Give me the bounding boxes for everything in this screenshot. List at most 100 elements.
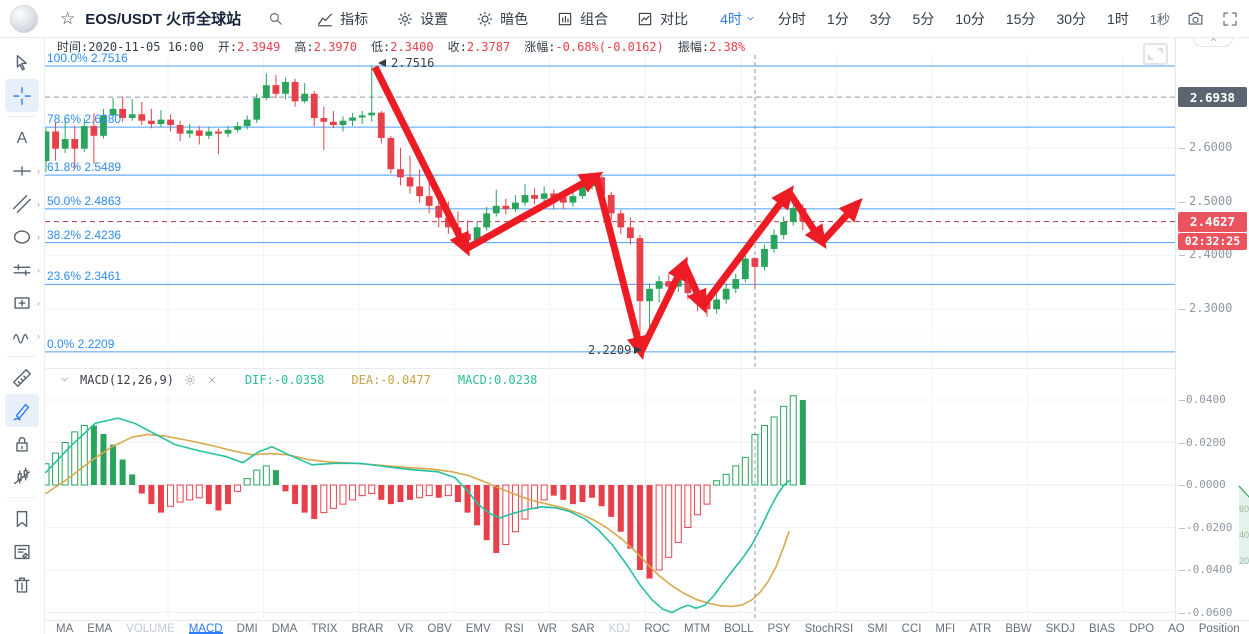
tool-note[interactable] xyxy=(5,535,39,568)
info-item: 开:2.3949 xyxy=(218,38,281,55)
price-chart[interactable]: 2.7516 2.2209 xyxy=(45,38,1175,368)
chevron-down-icon[interactable] xyxy=(58,373,71,386)
wave-tool-icon xyxy=(13,333,29,344)
indicator-tab-BOLL[interactable]: BOLL xyxy=(724,623,754,634)
period-4时[interactable]: 4时 xyxy=(720,9,757,29)
period-1分[interactable]: 1分 xyxy=(827,9,849,29)
indicator-tab-CCI[interactable]: CCI xyxy=(901,623,922,634)
drawing-toolbar: A › › › › › › xyxy=(0,38,45,634)
period-5分[interactable]: 5分 xyxy=(913,9,935,29)
tool-text[interactable]: A xyxy=(5,121,39,154)
toolbar-item-对比[interactable]: 对比 xyxy=(636,9,688,29)
period-15分[interactable]: 15分 xyxy=(1006,9,1036,29)
macd-chart[interactable] xyxy=(45,368,1175,620)
indicator-tab-DPO[interactable]: DPO xyxy=(1129,623,1155,634)
indicator-tab-PSY[interactable]: PSY xyxy=(767,623,791,634)
indicator-tab-Position[interactable]: Position xyxy=(1198,623,1240,634)
indicator-tab-TRIX[interactable]: TRIX xyxy=(311,623,338,634)
tool-candles-eraser[interactable] xyxy=(5,460,39,493)
macd-tick-label: -0.0200 xyxy=(1186,520,1233,534)
indicator-tab-EMA[interactable]: EMA xyxy=(87,623,113,634)
favorite-star-icon[interactable]: ☆ xyxy=(60,8,76,28)
indicator-tab-DMI[interactable]: DMI xyxy=(236,623,258,634)
period-1时[interactable]: 1时 xyxy=(1107,9,1129,29)
tool-ellipse[interactable]: › xyxy=(5,220,40,253)
restore-size-icon[interactable] xyxy=(1143,43,1168,65)
indicator-tab-MTM[interactable]: MTM xyxy=(683,623,711,634)
tool-horizontal-line[interactable]: › xyxy=(5,154,40,187)
toolbar-item-label: 组合 xyxy=(580,10,609,27)
tool-brush[interactable] xyxy=(5,394,39,427)
sidebar-divider xyxy=(7,356,37,357)
brush-tool-icon xyxy=(13,403,30,420)
period-10分[interactable]: 10分 xyxy=(955,9,985,29)
indicator-tab-DMA[interactable]: DMA xyxy=(271,623,298,634)
info-value: 2.3787 xyxy=(466,40,511,54)
gear-icon[interactable] xyxy=(183,373,197,387)
indicator-tab-MACD[interactable]: MACD xyxy=(188,623,223,634)
indicator-tab-AO[interactable]: AO xyxy=(1168,623,1185,634)
gear-icon xyxy=(184,374,196,385)
indicator-tab-SAR[interactable]: SAR xyxy=(570,623,595,634)
indicator-tab-WR[interactable]: WR xyxy=(537,623,557,634)
chevron-down-icon xyxy=(61,377,68,382)
indicator-tab-MFI[interactable]: MFI xyxy=(935,623,956,634)
tool-lock[interactable] xyxy=(5,427,39,460)
toolbar-item-设置[interactable]: 设置 xyxy=(396,9,448,29)
indicator-tab-SKDJ[interactable]: SKDJ xyxy=(1045,623,1075,634)
indicator-tab-StochRSI[interactable]: StochRSI xyxy=(804,623,854,634)
indicator-tab-RSI[interactable]: RSI xyxy=(504,623,524,634)
indicator-tab-SMI[interactable]: SMI xyxy=(867,623,888,634)
refresh-interval-label[interactable]: 1秒 xyxy=(1149,12,1170,27)
period-分时[interactable]: 分时 xyxy=(778,9,806,29)
indicator-tab-OBV[interactable]: OBV xyxy=(427,623,452,634)
tool-pointer[interactable] xyxy=(5,46,39,79)
toolbar-item-指标[interactable]: 指标 xyxy=(316,9,368,29)
axis-tick-mark xyxy=(1179,255,1185,257)
indicator-tab-BBW[interactable]: BBW xyxy=(1005,623,1032,634)
indicator-tab-EMV[interactable]: EMV xyxy=(465,623,491,634)
axis-tick-mark xyxy=(1179,309,1185,311)
period-label: 5分 xyxy=(912,10,935,27)
info-value: 2020-11-05 16:00 xyxy=(88,40,204,54)
toolbar-item-组合[interactable]: 组合 xyxy=(556,9,608,29)
indicator-tab-KDJ[interactable]: KDJ xyxy=(608,623,631,634)
indicator-tab-VOLUME[interactable]: VOLUME xyxy=(126,623,175,634)
flyout-chevron-icon: › xyxy=(37,331,40,341)
theme-icon xyxy=(477,11,493,26)
tool-bookmark[interactable] xyxy=(5,502,39,535)
tool-crosshair[interactable] xyxy=(5,79,39,112)
axis-tick-mark xyxy=(1179,485,1185,486)
bookmark-tool-icon xyxy=(16,510,28,527)
fib-label-38.2%: 38.2% 2.4236 xyxy=(47,227,122,242)
indicator-tab-VR[interactable]: VR xyxy=(397,623,414,634)
ohlc-info-bar: 时间:2020-11-05 16:00 开:2.3949 高:2.3970 低:2.3… xyxy=(45,38,1175,55)
period-3分[interactable]: 3分 xyxy=(870,9,892,29)
camera-icon[interactable] xyxy=(1186,9,1205,28)
tool-trend-line[interactable]: › xyxy=(5,187,40,220)
indicator-tab-BRAR[interactable]: BRAR xyxy=(351,623,384,634)
toolbar-item-暗色[interactable]: 暗色 xyxy=(476,9,528,29)
period-label: 1分 xyxy=(826,10,849,27)
tool-rectangle[interactable]: › xyxy=(5,286,40,319)
indicator-tab-ROC[interactable]: ROC xyxy=(644,623,670,634)
period-30分[interactable]: 30分 xyxy=(1056,9,1086,29)
info-label: 收: xyxy=(447,40,467,54)
search-icon[interactable] xyxy=(267,10,284,27)
tool-trash[interactable] xyxy=(5,568,39,601)
tool-parallel-lines[interactable]: › xyxy=(5,253,40,286)
close-icon[interactable] xyxy=(206,374,218,386)
info-label: 振幅: xyxy=(677,40,710,54)
axis-tick-mark xyxy=(1179,612,1185,614)
crosshair-tool-icon xyxy=(13,86,31,105)
fullscreen-icon[interactable] xyxy=(1221,10,1239,28)
fib-label-61.8%: 61.8% 2.5489 xyxy=(47,160,122,175)
flyout-chevron-icon: › xyxy=(37,298,40,308)
tool-wave[interactable]: › xyxy=(5,319,40,352)
indicator-tab-BIAS[interactable]: BIAS xyxy=(1088,623,1116,634)
svg-text:A: A xyxy=(17,130,28,147)
indicator-tab-MA[interactable]: MA xyxy=(56,623,74,634)
price-axis[interactable]: 2.6000 2.5000 2.4000 2.3000 0.0400 0.0200 0.00… xyxy=(1175,32,1249,620)
indicator-tab-ATR[interactable]: ATR xyxy=(969,623,992,634)
tool-ruler[interactable] xyxy=(5,361,39,394)
